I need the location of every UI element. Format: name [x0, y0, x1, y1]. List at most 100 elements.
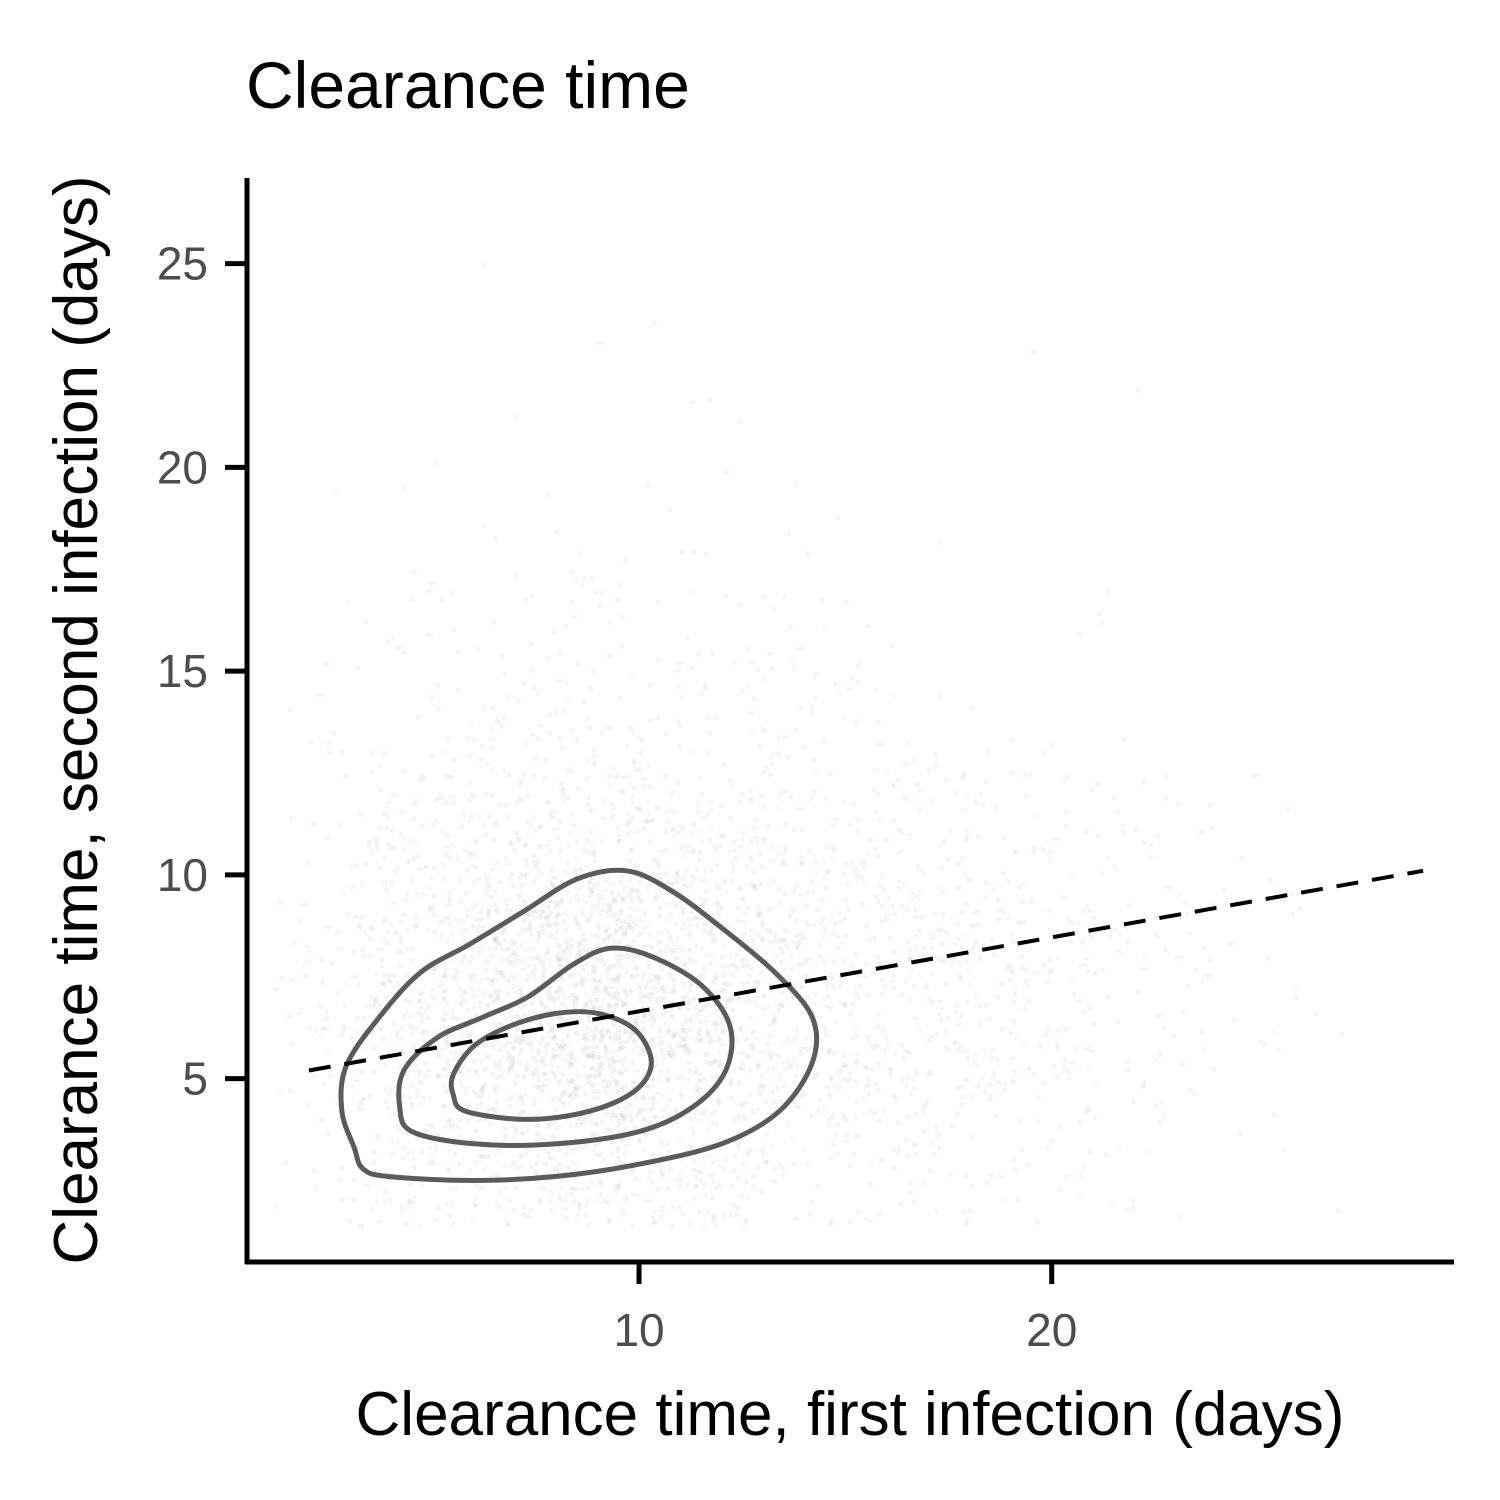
scatter-point [764, 765, 770, 771]
scatter-point [464, 913, 470, 919]
scatter-point [1000, 870, 1006, 876]
scatter-point [621, 1116, 627, 1122]
scatter-point [712, 1057, 718, 1063]
scatter-point [1008, 736, 1014, 743]
scatter-point [413, 923, 419, 930]
scatter-point [325, 661, 331, 667]
scatter-point [1069, 872, 1075, 878]
scatter-point [1207, 956, 1214, 963]
scatter-point [747, 1092, 753, 1098]
scatter-point [615, 1154, 622, 1160]
scatter-point [825, 843, 831, 849]
scatter-point [573, 893, 579, 899]
scatter-point [432, 929, 438, 935]
scatter-point [410, 957, 416, 963]
scatter-point [1070, 977, 1076, 983]
scatter-point [912, 1151, 919, 1157]
scatter-point [398, 963, 404, 969]
scatter-point [443, 1201, 449, 1207]
scatter-point [416, 865, 422, 872]
scatter-point [531, 1071, 537, 1077]
scatter-point [486, 883, 492, 889]
scatter-point [523, 947, 529, 953]
scatter-point [757, 1062, 763, 1068]
scatter-point [1211, 1066, 1217, 1072]
scatter-point [1091, 1021, 1097, 1027]
scatter-point [445, 1060, 451, 1066]
scatter-point [548, 848, 554, 855]
scatter-point [895, 1151, 901, 1157]
scatter-point [633, 1021, 639, 1027]
scatter-point [533, 863, 539, 869]
scatter-point [896, 885, 902, 891]
scatter-point [615, 951, 621, 957]
scatter-point [711, 933, 717, 940]
scatter-point [629, 889, 635, 895]
scatter-point [997, 1173, 1004, 1179]
scatter-point [680, 910, 686, 916]
scatter-point [778, 959, 785, 965]
scatter-point [632, 758, 638, 764]
scatter-point [696, 1078, 703, 1084]
scatter-point [911, 1199, 918, 1205]
scatter-point [388, 921, 394, 928]
scatter-point [574, 1072, 581, 1078]
scatter-point [474, 1048, 480, 1054]
scatter-point [708, 826, 715, 832]
scatter-point [574, 1122, 580, 1128]
scatter-point [583, 1025, 590, 1031]
scatter-point [559, 898, 566, 904]
scatter-point [804, 550, 810, 556]
scatter-point [430, 1158, 436, 1164]
scatter-point [586, 1014, 592, 1020]
scatter-point [735, 1206, 741, 1212]
scatter-point [736, 886, 742, 892]
scatter-point [746, 999, 752, 1005]
scatter-point [505, 1068, 511, 1074]
scatter-point [678, 823, 684, 829]
scatter-point [445, 938, 451, 944]
scatter-point [641, 776, 647, 782]
scatter-point [557, 848, 563, 854]
scatter-point [479, 1101, 485, 1107]
scatter-point [742, 931, 748, 937]
scatter-point [664, 819, 670, 825]
scatter-point [680, 1044, 686, 1050]
scatter-point [619, 1111, 626, 1118]
scatter-point [614, 915, 620, 922]
scatter-point [687, 1018, 693, 1024]
scatter-point [734, 951, 740, 957]
scatter-point [679, 1024, 685, 1030]
scatter-point [888, 1071, 894, 1077]
scatter-point [594, 1051, 600, 1057]
scatter-point [875, 954, 881, 960]
scatter-point [859, 902, 866, 908]
scatter-point [1186, 983, 1192, 989]
scatter-point [543, 1051, 549, 1057]
scatter-point [1031, 850, 1037, 856]
x-axis-label: Clearance time, first infection (days) [356, 1380, 1345, 1449]
scatter-point [662, 772, 668, 779]
scatter-point [471, 1089, 477, 1095]
scatter-point [441, 962, 447, 968]
scatter-point [574, 996, 581, 1002]
scatter-point [958, 776, 965, 782]
scatter-point [498, 970, 504, 977]
scatter-point [562, 1058, 568, 1064]
scatter-point [686, 843, 692, 849]
scatter-point [442, 1124, 449, 1130]
scatter-point [798, 1093, 804, 1099]
scatter-point [765, 822, 771, 829]
scatter-point [677, 845, 684, 852]
scatter-point [966, 877, 972, 883]
scatter-point [508, 1067, 514, 1073]
scatter-point [649, 1151, 656, 1157]
scatter-point [507, 978, 514, 984]
scatter-point [937, 927, 944, 933]
scatter-point [318, 956, 325, 962]
scatter-point [411, 1164, 417, 1170]
scatter-point [610, 913, 617, 919]
scatter-point [546, 1123, 552, 1129]
scatter-point [403, 836, 409, 842]
scatter-point [719, 987, 725, 993]
